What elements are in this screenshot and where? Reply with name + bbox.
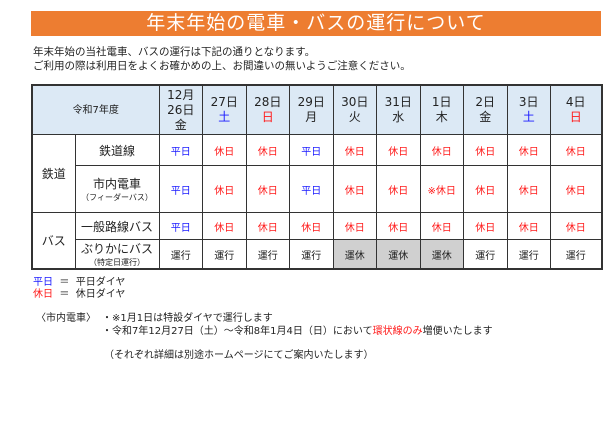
schedule-cell: ※休日 (419, 165, 464, 213)
weekday-label: 日 (569, 110, 582, 124)
weekday-label: 火 (348, 110, 361, 124)
weekday-label: 土 (522, 110, 535, 124)
date-header: 4日日 (550, 84, 602, 135)
table-row: 鉄道 鉄道線 平日 休日 休日 平日 休日 休日 休日 休日 休日 休日 (31, 134, 602, 213)
date-header: 27日土 (202, 84, 247, 135)
legend-holiday: 休日 ＝ 休日ダイヤ (33, 289, 126, 300)
service-label: 鉄道線 (74, 134, 160, 166)
weekday-label: 金 (174, 117, 187, 132)
weekday-label: 日 (261, 110, 274, 124)
service-label: 市内電車 （フィーダーバス） (74, 165, 160, 213)
schedule-cell: 平日 (158, 134, 203, 166)
date-header: 1日木 (419, 84, 464, 135)
schedule-cell: 運休 (376, 239, 421, 270)
month-label: 12月 (167, 87, 195, 102)
schedule-cell: 休日 (376, 212, 421, 240)
weekday-label: 土 (218, 110, 231, 124)
date-label: 26日 (167, 102, 195, 117)
date-header: 29日月 (289, 84, 334, 135)
schedule-cell: 休日 (463, 134, 508, 166)
schedule-cell: 休日 (463, 165, 508, 213)
note-1: ・※1月1日は特設ダイヤで運行します (102, 313, 273, 324)
schedule-cell: 運行 (158, 239, 203, 270)
schedule-cell: 休日 (463, 212, 508, 240)
date-header: 3日土 (506, 84, 551, 135)
page-title: 年末年始の電車・バスの運行について (31, 11, 601, 36)
notes-label: 〈市内電車〉 (36, 313, 96, 324)
schedule-cell: 運行 (202, 239, 247, 270)
schedule-cell: 休日 (245, 165, 290, 213)
schedule-cell: 平日 (289, 134, 334, 166)
intro-line-2: ご利用の際は利用日をよくお確かめの上、お間違いの無いようご注意ください。 (33, 60, 411, 72)
schedule-cell: 休日 (332, 212, 377, 240)
schedule-cell: 休日 (419, 134, 464, 166)
schedule-cell: 休日 (245, 134, 290, 166)
schedule-cell: 運休 (332, 239, 377, 270)
schedule-cell: 休日 (550, 212, 602, 240)
weekday-label: 金 (479, 110, 492, 124)
schedule-cell: 平日 (158, 165, 203, 213)
date-label: 28日 (254, 95, 282, 109)
date-header: 30日火 (332, 84, 377, 135)
schedule-cell: 休日 (289, 212, 334, 240)
intro-line-1: 年末年始の当社電車、バスの運行は下記の通りとなります。 (33, 46, 316, 58)
schedule-cell: 休日 (376, 134, 421, 166)
date-label: 31日 (384, 95, 412, 109)
service-label: 一般路線バス (74, 212, 160, 240)
schedule-cell: 運行 (506, 239, 551, 270)
schedule-cell: 休日 (202, 165, 247, 213)
group-bus: バス (31, 212, 76, 270)
schedule-cell: 平日 (289, 165, 334, 213)
schedule-cell: 休日 (419, 212, 464, 240)
schedule-cell: 運行 (550, 239, 602, 270)
schedule-cell: 運行 (289, 239, 334, 270)
schedule-table: 令和7年度 12月 26日金 27日土 28日日 29日月 30日火 31日水 1日木 2日金 3日… (31, 84, 603, 270)
schedule-cell: 休日 (332, 165, 377, 213)
date-label: 1日 (431, 95, 452, 109)
table-row: バス 一般路線バス 平日 休日 休日 休日 休日 休日 休日 休日 休日 休日 (31, 212, 602, 270)
date-header: 12月 26日金 (158, 84, 203, 135)
schedule-cell: 運行 (245, 239, 290, 270)
schedule-cell: 運休 (419, 239, 464, 270)
schedule-cell: 休日 (245, 212, 290, 240)
date-label: 29日 (297, 95, 325, 109)
schedule-cell: 休日 (506, 165, 551, 213)
schedule-cell: 休日 (202, 134, 247, 166)
schedule-cell: 休日 (550, 165, 602, 213)
schedule-cell: 休日 (332, 134, 377, 166)
schedule-cell: 休日 (376, 165, 421, 213)
schedule-cell: 平日 (158, 212, 203, 240)
schedule-cell: 休日 (550, 134, 602, 166)
schedule-cell: 運行 (463, 239, 508, 270)
note-2: ・令和7年12月27日（土）～令和8年1月4日（日）において環状線のみ増便いたし… (102, 326, 493, 337)
date-label: 30日 (341, 95, 369, 109)
service-label: ぶりかにバス （特定日運行） (74, 239, 160, 270)
note-footer: （それぞれ詳細は別途ホームページにてご案内いたします） (104, 350, 374, 361)
date-label: 4日 (565, 95, 586, 109)
date-label: 3日 (518, 95, 539, 109)
fiscal-year-label: 令和7年度 (31, 84, 160, 135)
weekday-label: 水 (392, 110, 405, 124)
date-header: 28日日 (245, 84, 290, 135)
table-row: 市内電車 （フィーダーバス） 平日 休日 休日 平日 休日 休日 ※休日 休日 休日 休日 (32, 165, 602, 213)
schedule-cell: 休日 (506, 134, 551, 166)
date-header: 2日金 (463, 84, 508, 135)
schedule-cell: 休日 (202, 212, 247, 240)
date-header: 31日水 (376, 84, 421, 135)
weekday-label: 木 (435, 110, 448, 124)
table-row: ぶりかにバス （特定日運行） 運行 運行 運行 運行 運休 運休 運休 運行 運行 運行 (32, 239, 602, 270)
date-label: 27日 (210, 95, 238, 109)
legend-weekday: 平日 ＝ 平日ダイヤ (33, 277, 126, 288)
date-label: 2日 (475, 95, 496, 109)
schedule-cell: 休日 (506, 212, 551, 240)
group-rail: 鉄道 (31, 134, 76, 213)
weekday-label: 月 (305, 110, 318, 124)
